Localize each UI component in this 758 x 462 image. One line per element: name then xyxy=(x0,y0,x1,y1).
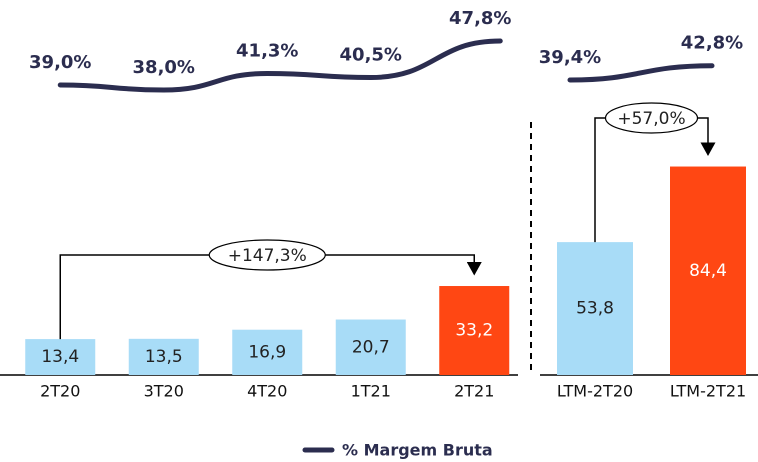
growth-oval xyxy=(208,239,326,271)
growth-label: +147,3% xyxy=(228,246,307,266)
margin-line xyxy=(57,38,503,93)
x-tick-label: 1T21 xyxy=(351,382,391,401)
margin-label: 42,8% xyxy=(681,33,743,54)
legend-label: % Margem Bruta xyxy=(342,441,493,460)
bar-label: 33,2 xyxy=(455,321,493,341)
bar xyxy=(335,319,406,375)
margin-label: 39,4% xyxy=(539,47,601,68)
margin-label: 41,3% xyxy=(236,41,298,62)
bar-label: 13,5 xyxy=(145,347,183,367)
bar xyxy=(557,242,633,375)
x-tick-label: 4T20 xyxy=(247,382,287,401)
x-tick-label: 3T20 xyxy=(144,382,184,401)
margin-label: 38,0% xyxy=(133,57,195,78)
x-tick-label: LTM-2T21 xyxy=(670,382,746,401)
growth-oval xyxy=(604,102,699,134)
bar xyxy=(128,338,199,375)
bar xyxy=(25,339,96,375)
growth-label: +57,0% xyxy=(617,109,685,129)
bar-label: 16,9 xyxy=(248,342,286,362)
margin-label: 40,5% xyxy=(340,45,402,66)
bar xyxy=(439,286,510,375)
margin-line xyxy=(567,63,715,83)
margin-label: 47,8% xyxy=(449,8,511,29)
bar xyxy=(670,166,746,375)
margin-label: 39,0% xyxy=(29,52,91,73)
bar-label: 84,4 xyxy=(689,261,727,281)
bar-label: 13,4 xyxy=(41,347,79,367)
bar-label: 20,7 xyxy=(352,337,390,357)
x-tick-label: LTM-2T20 xyxy=(557,382,633,401)
x-tick-label: 2T21 xyxy=(454,382,494,401)
bar xyxy=(232,329,303,375)
x-tick-label: 2T20 xyxy=(40,382,80,401)
bar-label: 53,8 xyxy=(576,299,614,319)
